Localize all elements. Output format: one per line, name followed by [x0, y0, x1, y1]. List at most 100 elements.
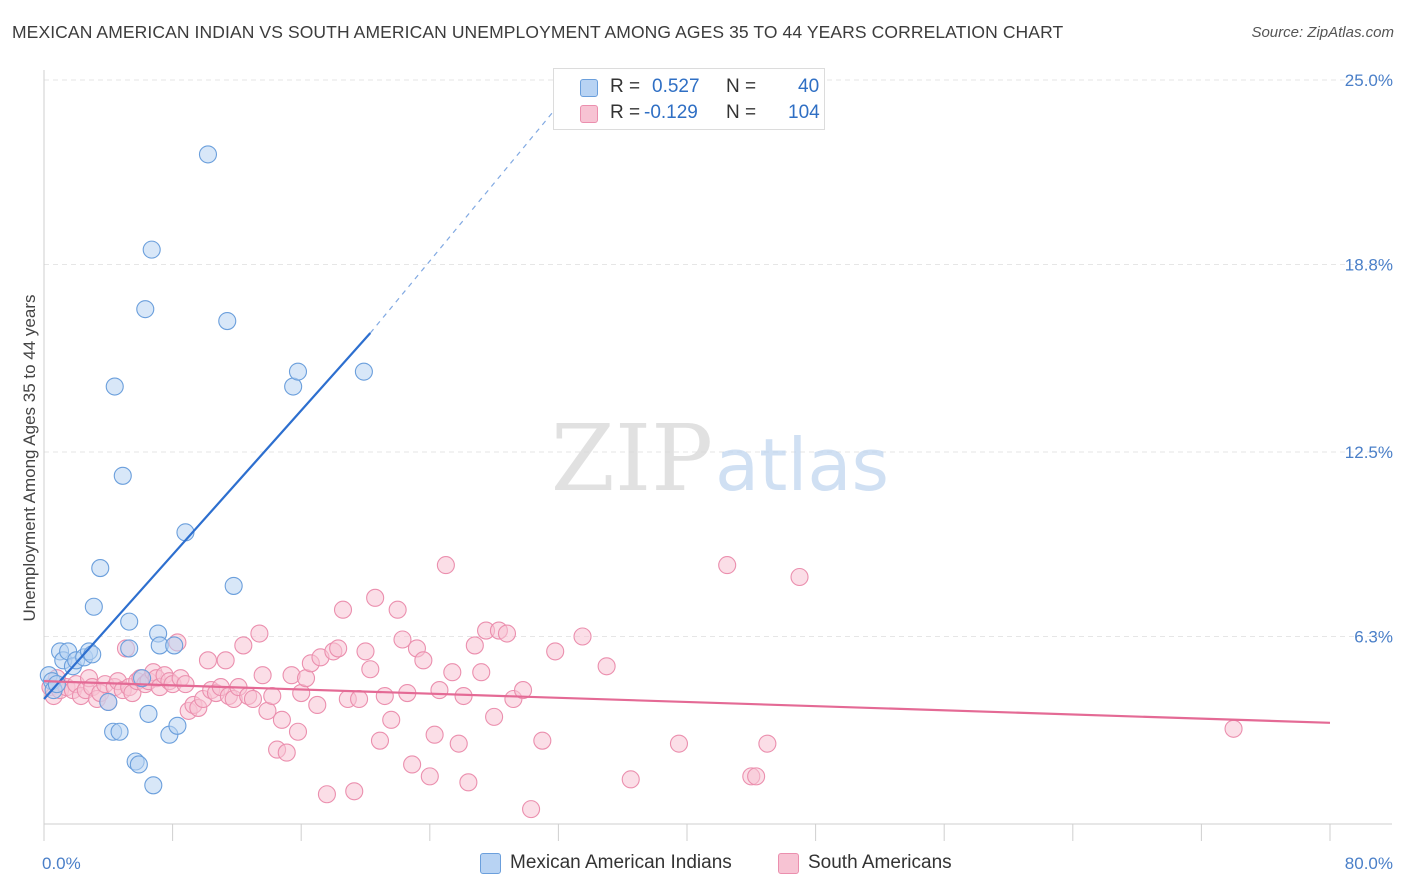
- trend-line-mexican-american-indians: [43, 332, 372, 700]
- data-point-south-americans: [263, 686, 282, 706]
- data-point-mexican-american-indians: [105, 377, 124, 396]
- data-point-south-americans: [546, 642, 565, 661]
- data-point-mexican-american-indians: [354, 362, 373, 381]
- data-point-mexican-american-indians: [144, 776, 163, 795]
- data-point-south-americans: [308, 695, 327, 715]
- x-tick-labels: 0.0% 80.0%: [42, 854, 1393, 873]
- data-point-mexican-american-indians: [129, 755, 148, 774]
- x-tick-label: 0.0%: [42, 854, 81, 873]
- y-tick-labels: 6.3% 12.5% 18.8% 25.0%: [1345, 71, 1393, 647]
- data-point-south-americans: [573, 627, 592, 646]
- data-point-mexican-american-indians: [139, 704, 158, 723]
- watermark-atlas: atlas: [715, 423, 889, 507]
- legend-swatch-blue: [580, 79, 598, 97]
- data-point-south-americans: [317, 785, 336, 804]
- data-point-south-americans: [747, 767, 766, 786]
- data-point-mexican-american-indians: [198, 145, 218, 164]
- legend-n-value: 40: [798, 76, 820, 97]
- data-point-south-americans: [375, 686, 394, 706]
- data-point-south-americans: [277, 743, 296, 762]
- trend-line-extension: [369, 85, 575, 334]
- legend-n-label: N =: [726, 102, 757, 123]
- legend-n-label: N =: [726, 76, 757, 97]
- legend-swatch-pink: [778, 853, 799, 874]
- y-tick-label: 6.3%: [1354, 628, 1393, 647]
- data-point-mexican-american-indians: [168, 716, 187, 735]
- data-point-mexican-american-indians: [110, 722, 129, 741]
- watermark: ZIP atlas: [551, 405, 889, 512]
- data-point-south-americans: [393, 630, 412, 649]
- data-point-south-americans: [597, 657, 616, 676]
- legend-label: Mexican American Indians: [510, 852, 732, 873]
- legend-r-label: R =: [610, 76, 641, 97]
- legend-swatch-pink: [580, 105, 598, 123]
- data-point-south-americans: [497, 624, 517, 643]
- data-point-south-americans: [522, 800, 541, 819]
- data-point-south-americans: [1224, 719, 1243, 738]
- data-point-south-americans: [243, 689, 263, 709]
- data-point-mexican-american-indians: [83, 645, 102, 664]
- legend-swatch-blue: [480, 853, 501, 874]
- data-point-south-americans: [472, 663, 491, 682]
- data-point-mexican-american-indians: [84, 597, 103, 616]
- data-point-south-americans: [253, 666, 272, 685]
- data-point-south-americans: [176, 675, 195, 694]
- data-point-south-americans: [425, 725, 444, 744]
- legend-r-label: R =: [610, 102, 641, 123]
- data-point-south-americans: [382, 710, 401, 729]
- data-point-mexican-american-indians: [224, 576, 243, 595]
- data-point-south-americans: [250, 624, 269, 643]
- data-point-mexican-american-indians: [165, 636, 184, 655]
- data-point-mexican-american-indians: [99, 692, 118, 712]
- data-point-mexican-american-indians: [288, 362, 308, 381]
- data-point-south-americans: [333, 600, 353, 619]
- data-point-south-americans: [513, 681, 533, 700]
- chart-title: MEXICAN AMERICAN INDIAN VS SOUTH AMERICA…: [12, 22, 1064, 42]
- x-tick-label: 80.0%: [1345, 854, 1393, 873]
- data-point-mexican-american-indians: [142, 240, 161, 259]
- legend-n-value: 104: [788, 102, 820, 123]
- correlation-legend: R = 0.527 N = 40 R = -0.129 N = 104: [553, 68, 825, 130]
- data-point-south-americans: [350, 689, 369, 709]
- data-point-south-americans: [758, 734, 777, 753]
- data-point-south-americans: [361, 660, 380, 679]
- data-point-mexican-american-indians: [91, 559, 110, 578]
- watermark-zip: ZIP: [551, 405, 713, 512]
- data-point-south-americans: [356, 642, 375, 661]
- data-point-south-americans: [669, 734, 689, 753]
- data-point-south-americans: [288, 722, 308, 741]
- data-point-south-americans: [345, 782, 364, 801]
- trend-line-south-americans: [43, 680, 1331, 724]
- y-tick-label: 18.8%: [1345, 256, 1393, 275]
- data-point-south-americans: [403, 755, 422, 774]
- data-point-south-americans: [621, 770, 640, 789]
- data-point-mexican-american-indians: [133, 669, 152, 688]
- data-point-south-americans: [370, 731, 390, 750]
- trend-lines: [43, 85, 1331, 724]
- data-point-south-americans: [420, 767, 439, 786]
- legend-label: South Americans: [808, 852, 952, 873]
- data-point-mexican-american-indians: [120, 639, 139, 658]
- source-label: Source: ZipAtlas.com: [1251, 24, 1394, 41]
- data-point-south-americans: [272, 710, 291, 729]
- y-tick-label: 25.0%: [1345, 71, 1393, 90]
- legend-r-value: -0.129: [644, 102, 698, 123]
- data-point-south-americans: [533, 731, 552, 750]
- data-point-south-americans: [366, 588, 385, 607]
- data-point-south-americans: [443, 663, 462, 682]
- data-point-south-americans: [449, 734, 468, 753]
- data-point-south-americans: [465, 636, 484, 655]
- data-point-south-americans: [329, 639, 348, 658]
- data-point-mexican-american-indians: [136, 300, 155, 319]
- data-point-mexican-american-indians: [120, 612, 139, 631]
- data-point-south-americans: [790, 567, 809, 587]
- data-point-south-americans: [414, 651, 433, 670]
- data-point-south-americans: [430, 681, 449, 700]
- data-point-mexican-american-indians: [113, 466, 132, 485]
- data-point-south-americans: [436, 556, 455, 575]
- y-tick-label: 12.5%: [1345, 443, 1393, 462]
- legend-r-value: 0.527: [652, 76, 700, 97]
- data-point-south-americans: [198, 651, 218, 670]
- y-axis-label: Unemployment Among Ages 35 to 44 years: [20, 294, 39, 622]
